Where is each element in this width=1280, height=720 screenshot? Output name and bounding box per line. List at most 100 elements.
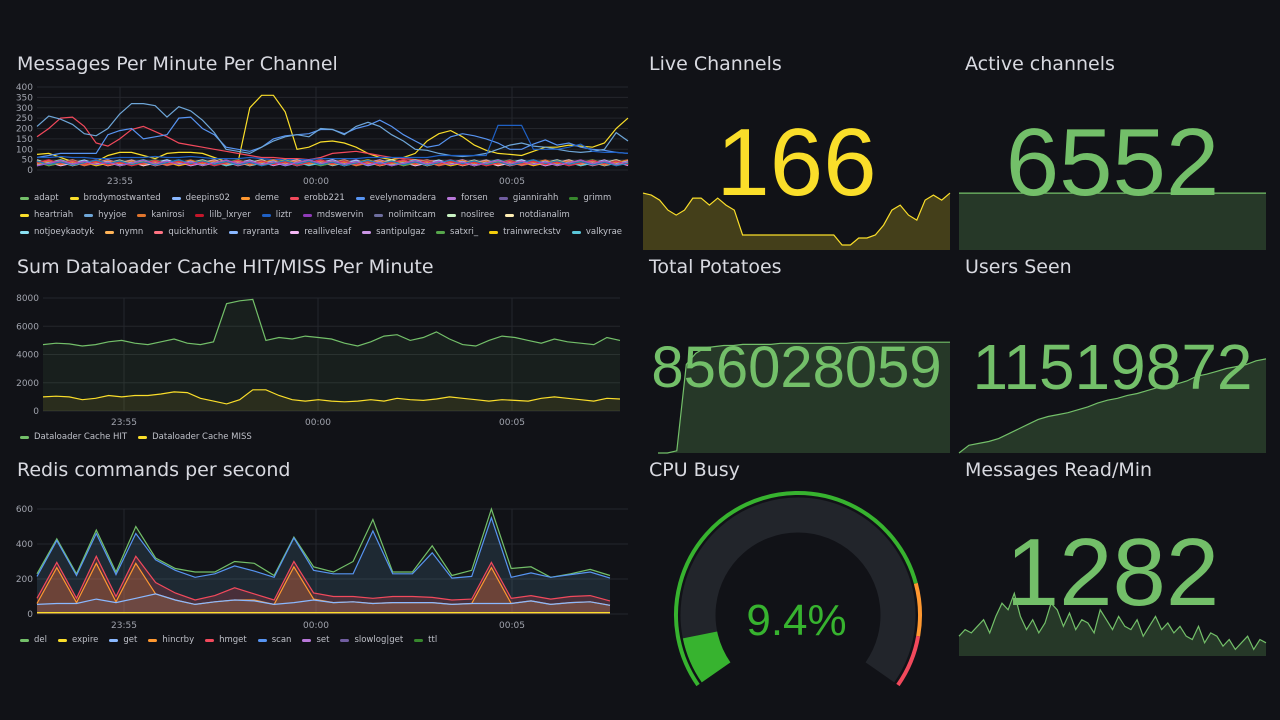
legend-item[interactable]: quickhuntik [154,227,218,238]
threshold-orange [913,582,922,637]
sparkline [958,358,1267,454]
legend-label: deepins02 [185,193,230,203]
legend-item[interactable]: notjoeykaotyk [20,227,94,238]
legend-item[interactable]: santipulgaz [362,227,425,238]
panel-title: Users Seen [965,256,1072,278]
legend-item[interactable]: nymn [105,227,143,238]
x-tick-label: 00:00 [305,418,331,428]
y-tick-label: 0 [33,407,39,417]
sparkline [642,192,951,250]
series-get-area [37,593,610,614]
y-tick-label: 2000 [16,379,39,389]
series-get [36,593,611,606]
legend-item[interactable]: expire [58,635,98,646]
legend-item[interactable]: mdswervin [302,210,363,221]
sparkline-line-area [658,342,950,453]
legend-item[interactable]: deme [240,193,280,204]
legend-swatch [261,214,271,217]
legend-label: santipulgaz [376,227,426,237]
legend-swatch [171,197,181,200]
legend-item[interactable]: notdianalim [505,210,570,221]
legend-swatch [20,214,29,217]
redis-chart[interactable]: 0 200 400 600 23:55 00:00 00:05 [0,495,640,635]
legend-swatch [414,639,424,642]
x-tick-label: 00:05 [499,177,525,187]
legend-label: satxri_ [450,227,479,237]
legend-item[interactable]: del [20,635,47,646]
panel-title: Active channels [965,53,1115,75]
y-tick-label: 300 [16,104,33,114]
y-tick-label: 250 [16,114,33,124]
legend-item[interactable]: forsen [447,193,488,204]
legend-item[interactable]: rayranta [228,227,279,238]
legend-item[interactable]: hyyjoe [84,210,126,221]
legend-item[interactable]: brodymostwanted [69,193,161,204]
series-hit-area [43,299,620,411]
legend-swatch [505,214,515,217]
gauge-value: 9.4% [746,596,847,645]
legend-label: hincrby [162,635,195,645]
legend-label: quickhuntik [168,227,218,237]
legend-item[interactable]: ttl [414,635,437,646]
legend-item[interactable]: kanirosi [137,210,184,221]
legend-label: notdianalim [519,210,570,220]
sparkline-line-area [959,593,1266,656]
legend-item[interactable]: grimm [569,193,611,204]
legend-label: get [123,635,138,645]
legend-item[interactable]: nolimitcam [374,210,436,221]
legend-item[interactable]: giannirahh [498,193,558,204]
legend-item[interactable]: realliveleaf [290,227,351,238]
panel-title: CPU Busy [649,459,740,481]
y-tick-label: 200 [16,125,33,135]
x-tick-label: 00:05 [499,418,525,428]
gauge-fill [682,630,731,683]
legend-item[interactable]: hincrby [148,635,194,646]
legend-item[interactable]: deepins02 [171,193,230,204]
legend-item[interactable]: evelynomadera [355,193,436,204]
stat-value: 6552 [1005,109,1220,216]
legend-label: forsen [461,193,488,203]
legend-swatch [228,231,238,234]
series-hmget [36,554,611,602]
legend-swatch [498,197,508,200]
legend-item[interactable]: nosliree [446,210,495,221]
stat-value: 1282 [1005,519,1220,626]
legend-label: nosliree [460,210,495,220]
legend-label: hmget [219,635,247,645]
legend-swatch [148,639,158,642]
legend-item[interactable]: set [302,635,329,646]
panel-title: Messages Read/Min [965,459,1153,481]
legend-item[interactable]: Dataloader Cache MISS [138,432,252,443]
y-tick-label: 150 [16,135,33,145]
legend-swatch [290,197,300,200]
legend-item[interactable]: slowlog|get [340,635,403,646]
sparkline [658,341,950,454]
legend-label: trainwreckstv [503,227,561,237]
legend-item[interactable]: hmget [205,635,247,646]
legend-item[interactable]: trainwreckstv [489,227,561,238]
legend-item[interactable]: get [109,635,137,646]
series-line [36,159,629,167]
stat-value: 166 [716,109,877,216]
legend-item[interactable]: liztr [261,210,292,221]
series-line [37,124,629,161]
sparkline-line-area [959,193,1266,250]
sparkline-line [658,341,950,454]
legend-label: scan [271,635,292,645]
cache-chart[interactable]: 0 2000 4000 6000 8000 23:55 00:00 00:05 [0,285,640,430]
legend-label: deme [254,193,280,203]
legend-item[interactable]: valkyrae [571,227,622,238]
y-tick-label: 0 [27,166,33,176]
legend-item[interactable]: adapt [20,193,59,204]
legend: del expire get hincrby hmget scan set slowlog|g… [20,635,630,646]
legend-item[interactable]: erobb221 [290,193,345,204]
legend-item[interactable]: satxri_ [436,227,478,238]
legend-item[interactable]: Dataloader Cache HIT [20,432,127,443]
panel-title: Live Channels [649,53,782,75]
threshold-green [674,491,918,687]
legend-item[interactable]: lilb_lxryer [195,210,251,221]
legend-item[interactable]: heartriah [20,210,73,221]
legend-swatch [302,214,312,217]
legend-item[interactable]: scan [257,635,292,646]
